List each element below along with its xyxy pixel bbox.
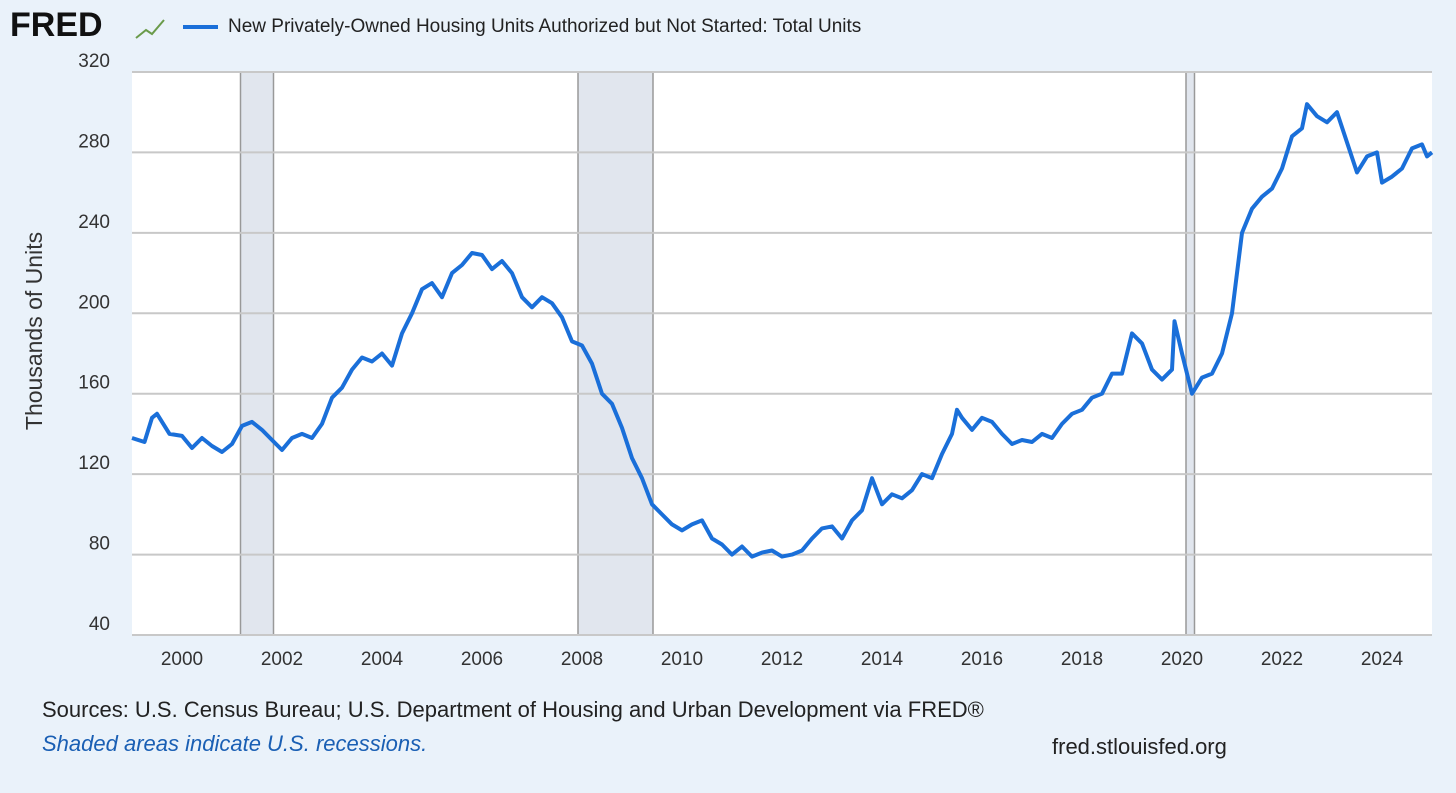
x-tick-label: 2024	[1361, 649, 1404, 670]
x-tick-label: 2012	[761, 649, 803, 670]
y-tick-label: 240	[78, 212, 110, 233]
x-tick-label: 2018	[1061, 649, 1103, 670]
x-tick-label: 2020	[1161, 649, 1203, 670]
recession-band	[240, 72, 274, 635]
x-tick-label: 2006	[461, 649, 503, 670]
x-tick-label: 2016	[961, 649, 1003, 670]
recession-band	[1186, 72, 1195, 635]
y-tick-label: 160	[78, 373, 110, 394]
series-line	[131, 102, 1434, 559]
x-tick-label: 2000	[161, 649, 203, 670]
y-tick-label: 40	[89, 614, 110, 635]
y-tick-label: 200	[78, 292, 110, 313]
x-tick-label: 2010	[661, 649, 703, 670]
y-tick-label: 320	[78, 51, 110, 72]
plot-area	[132, 72, 1432, 635]
recession-note: Shaded areas indicate U.S. recessions.	[42, 731, 427, 756]
recession-band	[578, 72, 653, 635]
y-tick-label: 80	[89, 534, 110, 555]
sources: Sources: U.S. Census Bureau; U.S. Depart…	[42, 697, 984, 722]
x-tick-label: 2002	[261, 649, 303, 670]
legend-label: New Privately-Owned Housing Units Author…	[228, 16, 861, 37]
x-tick-label: 2008	[561, 649, 603, 670]
y-tick-label: 120	[78, 453, 110, 474]
logo-icon	[135, 19, 165, 39]
x-tick-label: 2004	[361, 649, 404, 670]
brand: FRED	[10, 6, 103, 44]
site-url: fred.stlouisfed.org	[1052, 734, 1227, 759]
x-tick-label: 2022	[1261, 649, 1303, 670]
y-tick-label: 280	[78, 131, 110, 152]
y-axis-label: Thousands of Units	[21, 232, 47, 430]
x-tick-label: 2014	[861, 649, 904, 670]
